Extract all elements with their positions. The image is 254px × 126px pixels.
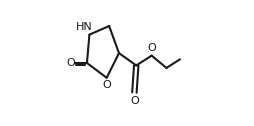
Text: O: O xyxy=(102,80,111,90)
Text: O: O xyxy=(130,96,139,106)
Text: HN: HN xyxy=(76,22,93,32)
Text: O: O xyxy=(147,43,156,53)
Text: O: O xyxy=(67,58,75,68)
